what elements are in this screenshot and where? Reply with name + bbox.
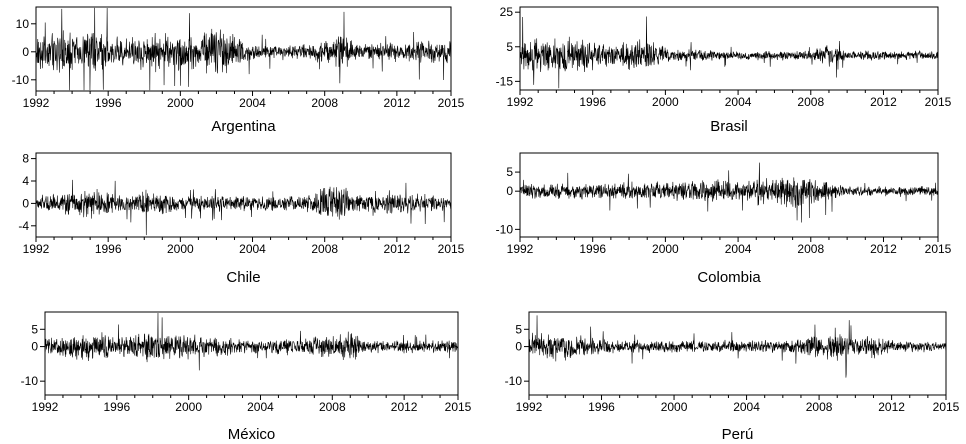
x-tick-label: 2008 (797, 242, 824, 256)
x-tick-label: 1992 (23, 242, 50, 256)
y-tick-label: 8 (22, 152, 29, 166)
x-tick-label: 1992 (507, 242, 534, 256)
x-tick-label: 1996 (579, 242, 606, 256)
panel-title: Chile (226, 269, 260, 286)
series-line (519, 162, 939, 223)
x-tick-label: 2012 (384, 242, 411, 256)
plot-frame (44, 311, 459, 396)
y-tick-label: 5 (515, 322, 522, 336)
x-tick-label: 1996 (95, 96, 122, 110)
y-tick-label: 5 (506, 165, 513, 179)
panel-title: Colombia (697, 269, 761, 286)
y-tick-label: 4 (22, 174, 29, 188)
x-tick-label: 2004 (239, 96, 266, 110)
y-tick-label: -10 (505, 374, 523, 388)
x-tick-label: 2008 (311, 242, 338, 256)
x-tick-label: 1996 (588, 400, 615, 414)
chart-mexico: 1992 1996 2000 2004 2008 2012 2015 5 0 -10 México (21, 311, 472, 443)
y-tick-label: 0 (22, 196, 29, 210)
x-tick-label: 1992 (32, 400, 59, 414)
plot-frame (528, 311, 947, 396)
x-tick-label: 2004 (733, 400, 760, 414)
x-tick-label: 2004 (247, 400, 274, 414)
y-tick-label: -10 (496, 222, 514, 236)
y-tick-label: 5 (506, 40, 513, 54)
chart-colombia: 1992 1996 2000 2004 2008 2012 2015 5 0 -10 Colombi… (496, 152, 952, 286)
x-tick-label: 2000 (167, 96, 194, 110)
x-tick-label: 2004 (725, 242, 752, 256)
plot-frame (519, 6, 939, 91)
y-tick-label: 0 (515, 340, 522, 354)
x-tick-label: 2015 (925, 242, 952, 256)
x-tick-label: 2015 (445, 400, 472, 414)
x-tick-label: 2008 (797, 95, 824, 109)
x-tick-label: 2000 (175, 400, 202, 414)
x-tick-label: 1992 (507, 95, 534, 109)
y-tick-label: 0 (506, 184, 513, 198)
x-tick-label: 2015 (925, 95, 952, 109)
x-tick-label: 2000 (661, 400, 688, 414)
x-tick-label: 2008 (806, 400, 833, 414)
x-tick-label: 2000 (652, 242, 679, 256)
x-tick-label: 2004 (239, 242, 266, 256)
x-tick-label: 2004 (725, 95, 752, 109)
plot-frame (35, 152, 452, 238)
y-tick-label: -10 (12, 73, 30, 87)
y-tick-label: -15 (496, 74, 514, 88)
panel-title: México (228, 426, 276, 443)
panel-title: Perú (722, 426, 754, 443)
x-tick-label: 2008 (319, 400, 346, 414)
x-tick-label: 2000 (167, 242, 194, 256)
x-tick-label: 2012 (391, 400, 418, 414)
series-line (35, 7, 452, 91)
x-tick-label: 2000 (652, 95, 679, 109)
x-tick-label: 2015 (438, 96, 465, 110)
y-tick-label: -4 (18, 219, 29, 233)
series-line (35, 179, 452, 236)
y-tick-label: 0 (31, 340, 38, 354)
y-tick-label: 10 (16, 17, 30, 31)
chart-peru: 1992 1996 2000 2004 2008 2012 2015 5 0 -10 Perú (505, 311, 960, 443)
x-tick-label: 1996 (579, 95, 606, 109)
x-tick-label: 1996 (95, 242, 122, 256)
y-tick-label: 0 (22, 45, 29, 59)
x-tick-label: 2012 (878, 400, 905, 414)
chart-brasil: 1992 1996 2000 2004 2008 2012 2015 25 5 -15 Brasil (496, 5, 952, 135)
x-tick-label: 1992 (516, 400, 543, 414)
chart-chile: 1992 1996 2000 2004 2008 2012 2015 8 4 0 -4 Chile (18, 152, 464, 286)
x-tick-label: 2012 (870, 95, 897, 109)
series-line (44, 313, 459, 371)
x-tick-label: 2008 (311, 96, 338, 110)
plot-frame (35, 6, 452, 92)
series-line (519, 16, 939, 89)
x-tick-label: 2015 (933, 400, 960, 414)
panel-title: Brasil (710, 118, 748, 135)
x-tick-label: 2012 (870, 242, 897, 256)
chart-argentina: 1992 1996 2000 2004 2008 2012 2015 10 0 -10 Argent… (12, 6, 465, 135)
x-tick-label: 1992 (23, 96, 50, 110)
plot-frame (519, 152, 939, 238)
series-line (528, 315, 947, 378)
x-tick-label: 2012 (384, 96, 411, 110)
x-tick-label: 2015 (438, 242, 465, 256)
panel-title: Argentina (211, 118, 276, 135)
x-tick-label: 1996 (103, 400, 130, 414)
y-tick-label: 25 (500, 5, 514, 19)
y-tick-label: 5 (31, 322, 38, 336)
y-tick-label: -10 (21, 374, 39, 388)
